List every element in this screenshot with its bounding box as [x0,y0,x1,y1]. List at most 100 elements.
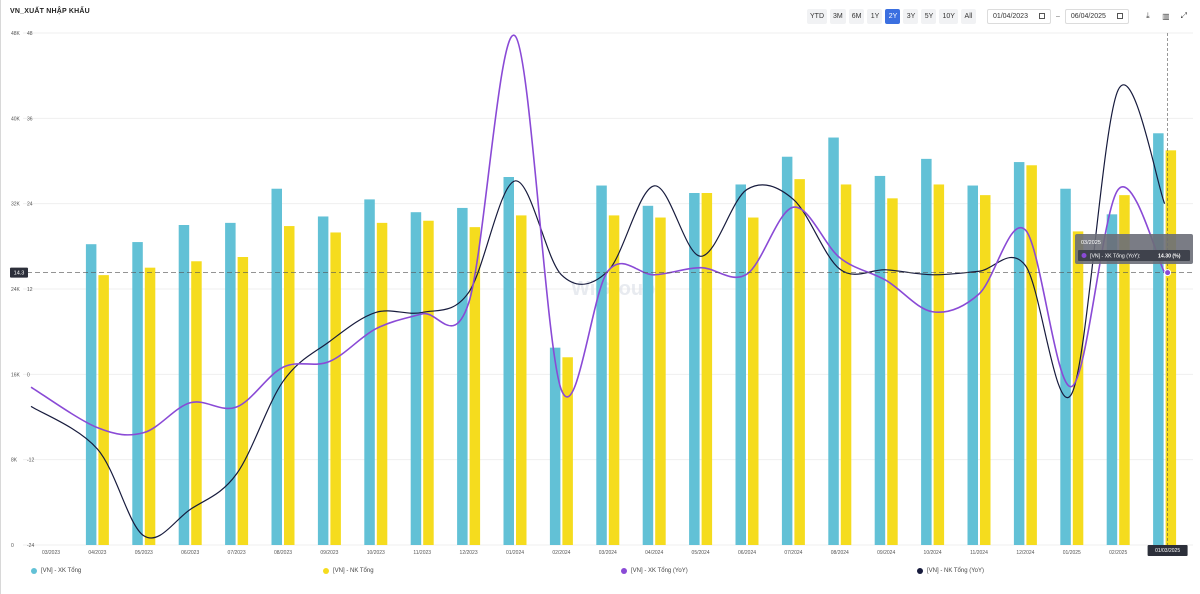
end-date-input[interactable]: 06/04/2025 [1064,8,1129,24]
bar-nk [562,357,573,545]
hover-point [1164,269,1172,277]
bar-nk [1026,165,1037,545]
x-axis-tick: 06/2024 [738,550,756,556]
bar-xk [967,185,978,546]
legend-swatch-nk [323,568,329,574]
bar-xk [549,347,561,545]
start-date-input[interactable]: 01/04/2023 [986,8,1051,24]
range-button-ytd[interactable]: YTD [807,8,827,24]
x-hover-label-bg [1147,545,1188,556]
bar-nk [191,261,202,545]
axis-value-label-bg [10,267,28,278]
right-axis-tick: -12 [27,458,34,464]
bar-nk [144,267,156,545]
bar-xk [642,205,654,546]
range-button-all[interactable]: All [960,8,976,24]
bar-nk [423,220,434,545]
left-axis-tick: 40K [11,116,21,122]
date-range-separator: – [1055,12,1060,20]
download-icon[interactable]: ⤓ [1146,11,1150,20]
left-axis-tick: 16K [11,372,21,378]
bar-nk [516,215,527,545]
right-axis-tick: 36 [27,116,33,122]
left-axis-tick: 32K [11,202,21,208]
x-axis-tick: 05/2024 [692,550,710,556]
legend-swatch-xk-yoy [621,568,627,574]
legend-label-nk: [VN] - NK Tổng [333,568,374,574]
legend-swatch-nk-yoy [917,568,923,574]
x-axis-tick: 07/2024 [784,550,802,556]
range-button-10y[interactable]: 10Y [939,8,958,24]
x-axis-tick: 11/2024 [970,550,988,556]
range-button-3y[interactable]: 3Y [903,8,919,24]
bar-nk [237,257,249,545]
line-nk-yoy [30,84,1166,539]
bar-nk [655,217,666,546]
bar-xk [735,184,746,545]
x-axis-tick: 09/2023 [320,550,338,556]
range-button-1y[interactable]: 1Y [867,8,883,24]
right-axis-tick: 0 [27,372,30,378]
legend-item-nk-yoy[interactable]: [VN] - NK Tổng (YoY) [917,568,984,574]
range-button-3m[interactable]: 3M [830,8,846,24]
bar-xk [874,175,886,545]
chart-toolbar: YTD 3M 6M 1Y 2Y 3Y 5Y 10Y All 01/04/2023… [807,8,1190,24]
bar-xk [410,212,422,545]
right-axis-tick: 12 [27,287,33,293]
x-axis-tick: 02/2025 [1109,550,1127,556]
chart-title: VN_XUẤT NHẬP KHẨU [10,8,90,15]
tooltip-date: 03/2025 [1081,240,1101,246]
tooltip: 03/2025 [VN] - XK Tổng (YoY): 14.30 (%) [1075,234,1193,264]
right-axis-tick: 24 [27,202,33,208]
x-axis-tick: 11/2023 [413,550,431,556]
end-date-value: 06/04/2025 [1070,12,1106,20]
bar-xk [132,242,143,546]
chart-legend: [VN] - XK Tổng [VN] - NK Tổng [VN] - XK … [1,568,1200,580]
legend-label-xk: [VN] - XK Tổng [41,568,82,574]
tooltip-series: [VN] - XK Tổng (YoY): [1090,253,1140,260]
bar-nk [98,275,109,545]
bar-nk [887,198,898,546]
bar-nk [794,179,805,545]
legend-item-xk-yoy[interactable]: [VN] - XK Tổng (YoY) [621,568,688,574]
x-axis-tick: 03/2023 [42,550,60,556]
x-axis-tick: 07/2023 [228,550,246,556]
bar-nk [933,184,945,545]
legend-item-nk[interactable]: [VN] - NK Tổng [323,568,374,574]
left-axis-tick: 8K [11,458,18,464]
x-axis-tick: 10/2023 [367,550,385,556]
x-axis-tick: 01/2025 [1063,550,1081,556]
calendar-icon [1038,13,1045,19]
bar-xk [271,188,282,545]
x-axis-tick: 01/2024 [506,550,524,556]
x-axis-tick: 10/2024 [924,550,942,556]
x-axis-tick: 08/2023 [274,550,292,556]
bar-nk [980,195,991,545]
x-hover-label: 01/03/2025 [1155,548,1180,554]
right-axis-tick: -24 [27,543,34,549]
table-view-icon[interactable]: ▥ [1162,11,1170,21]
tooltip-swatch [1081,253,1087,258]
bar-xk [85,244,97,545]
range-button-6m[interactable]: 6M [848,8,865,24]
left-axis-tick: 48K [11,31,21,37]
bar-nk [1165,150,1177,546]
axis-value-label: 14.3 [14,271,25,277]
legend-swatch-xk [31,568,37,574]
bar-xk [1106,214,1118,546]
legend-label-nk-yoy: [VN] - NK Tổng (YoY) [927,568,985,574]
bar-xk [1153,133,1164,545]
x-axis-tick: 12/2023 [460,550,478,556]
x-axis-tick: 03/2024 [599,550,617,556]
range-button-2y[interactable]: 2Y [885,8,901,24]
legend-item-xk[interactable]: [VN] - XK Tổng [31,568,81,574]
bar-xk [1013,162,1025,546]
bar-nk [608,215,620,545]
fullscreen-icon[interactable]: ⤢ [1180,11,1188,20]
bar-nk [1072,231,1084,545]
left-axis-tick: 0 [11,543,14,549]
bar-xk [828,137,839,546]
range-button-5y[interactable]: 5Y [921,8,937,24]
